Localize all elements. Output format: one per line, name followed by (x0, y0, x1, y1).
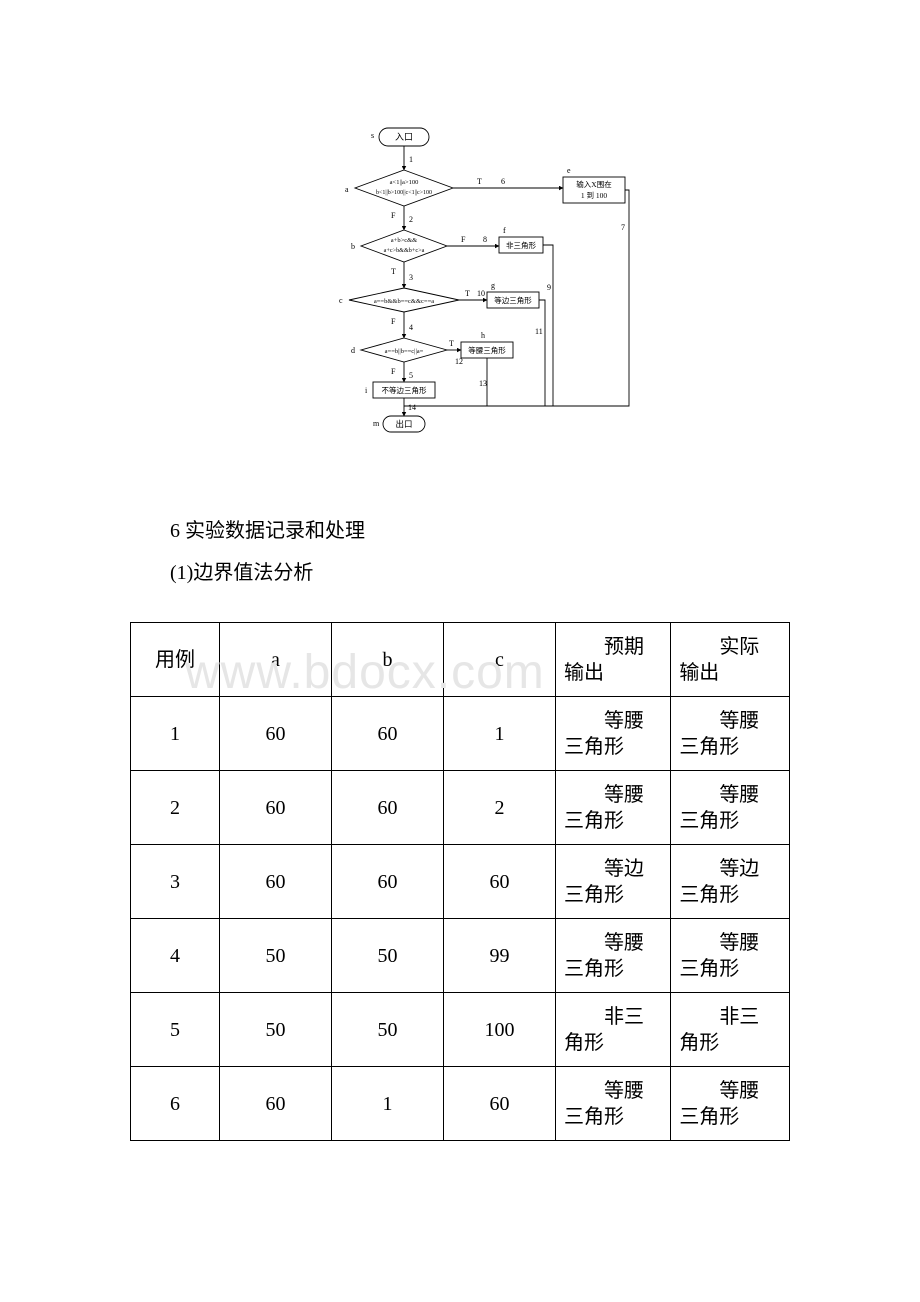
node-exit-letter: m (373, 419, 380, 428)
cond4-label: a==b||b==c||a= (385, 348, 424, 355)
cell-c: 99 (443, 919, 555, 993)
cell-expected: 非三角形 (556, 993, 671, 1067)
cell-expected: 等腰三角形 (556, 919, 671, 993)
table-header-expected: 预期输出 (556, 623, 671, 697)
cond1-letter: a (345, 185, 349, 194)
edge-3-num: 3 (409, 273, 413, 282)
out1-top: 输入X围在 (576, 179, 612, 189)
cell-c: 60 (443, 1067, 555, 1141)
cond2-bot: a+c>b&&b+c>a (384, 247, 425, 254)
table-row: 4505099等腰三角形等腰三角形 (131, 919, 790, 993)
cell-actual: 等腰三角形 (671, 919, 790, 993)
subsection-heading: (1)边界值法分析 (130, 552, 790, 594)
table-header-case: 用例 (131, 623, 220, 697)
cell-c: 100 (443, 993, 555, 1067)
node-entry-letter: s (371, 131, 374, 140)
edge-10-num: 10 (477, 289, 485, 298)
table-row: 160601等腰三角形等腰三角形 (131, 697, 790, 771)
edge-7-num: 7 (621, 223, 625, 232)
cell-b: 50 (331, 993, 443, 1067)
table-row: 3606060等边三角形等边三角形 (131, 845, 790, 919)
cell-a: 60 (219, 1067, 331, 1141)
cell-actual: 等腰三角形 (671, 697, 790, 771)
edge-13-num: 13 (479, 379, 487, 388)
edge-9-num: 9 (547, 283, 551, 292)
edge-11-num: 11 (535, 327, 543, 336)
table-header-b: b (331, 623, 443, 697)
node-exit-label: 出口 (395, 419, 412, 429)
out4-letter: h (481, 331, 485, 340)
section-heading: 6 实验数据记录和处理 (130, 510, 790, 552)
out3-label: 等边三角形 (494, 295, 532, 305)
cell-b: 60 (331, 845, 443, 919)
out2-letter: f (503, 226, 506, 235)
out4-label: 等腰三角形 (468, 345, 506, 355)
cell-expected: 等腰三角形 (556, 771, 671, 845)
cell-b: 1 (331, 1067, 443, 1141)
cell-case: 1 (131, 697, 220, 771)
edge-10-branch: T (465, 289, 470, 298)
cond2-letter: b (351, 242, 355, 251)
cell-case: 3 (131, 845, 220, 919)
cell-actual: 等腰三角形 (671, 771, 790, 845)
cell-actual: 等边三角形 (671, 845, 790, 919)
cell-case: 2 (131, 771, 220, 845)
edge-8-num: 8 (483, 235, 487, 244)
cond2-top: a+b>c&& (391, 237, 417, 244)
edge-2-num: 2 (409, 215, 413, 224)
edge-1-num: 1 (409, 155, 413, 164)
cell-actual: 非三角形 (671, 993, 790, 1067)
table-header-c: c (443, 623, 555, 697)
edge-5-branch: F (391, 367, 396, 376)
edge-12-branch: T (449, 339, 454, 348)
flowchart-diagram: 入口 s 1 a<1||a>100 b<1||b>100||c<1||c>100… (289, 120, 631, 440)
edge-2-branch: F (391, 211, 396, 220)
table-row: 55050100非三角形非三角形 (131, 993, 790, 1067)
cond1-top: a<1||a>100 (390, 179, 419, 186)
cell-a: 60 (219, 845, 331, 919)
edge-8-branch: F (461, 235, 466, 244)
test-cases-table: 用例abc预期输出实际输出160601等腰三角形等腰三角形260602等腰三角形… (130, 622, 790, 1141)
edge-14-num: 14 (408, 403, 416, 412)
node-entry-label: 入口 (395, 132, 413, 142)
out1-bot: 1 到 100 (581, 191, 607, 200)
out5-letter: i (365, 386, 368, 395)
cell-c: 60 (443, 845, 555, 919)
cell-a: 50 (219, 993, 331, 1067)
cell-b: 60 (331, 697, 443, 771)
cell-b: 50 (331, 919, 443, 993)
table-header-actual: 实际输出 (671, 623, 790, 697)
edge-4-num: 4 (409, 323, 413, 332)
cell-case: 6 (131, 1067, 220, 1141)
cell-case: 4 (131, 919, 220, 993)
cond3-letter: c (339, 296, 343, 305)
cell-c: 2 (443, 771, 555, 845)
cell-c: 1 (443, 697, 555, 771)
table-row: 260602等腰三角形等腰三角形 (131, 771, 790, 845)
edge-6-branch: T (477, 177, 482, 186)
cond4-letter: d (351, 346, 355, 355)
edge-4-branch: F (391, 317, 396, 326)
cell-expected: 等边三角形 (556, 845, 671, 919)
cell-actual: 等腰三角形 (671, 1067, 790, 1141)
edge-3-branch: T (391, 267, 396, 276)
table-header-a: a (219, 623, 331, 697)
cell-expected: 等腰三角形 (556, 697, 671, 771)
cond3-label: a==b&&b==c&&c==a (374, 298, 434, 305)
edge-5-num: 5 (409, 371, 413, 380)
table-row: 660160等腰三角形等腰三角形 (131, 1067, 790, 1141)
cell-expected: 等腰三角形 (556, 1067, 671, 1141)
out5-label: 不等边三角形 (382, 385, 427, 395)
cell-case: 5 (131, 993, 220, 1067)
out3-letter: g (491, 281, 495, 290)
cell-a: 60 (219, 771, 331, 845)
edge-6-num: 6 (501, 177, 505, 186)
cell-a: 60 (219, 697, 331, 771)
cond1-mid: b<1||b>100||c<1||c>100 (376, 190, 432, 196)
cell-a: 50 (219, 919, 331, 993)
out2-label: 非三角形 (506, 240, 536, 250)
cell-b: 60 (331, 771, 443, 845)
out1-letter: e (567, 166, 571, 175)
